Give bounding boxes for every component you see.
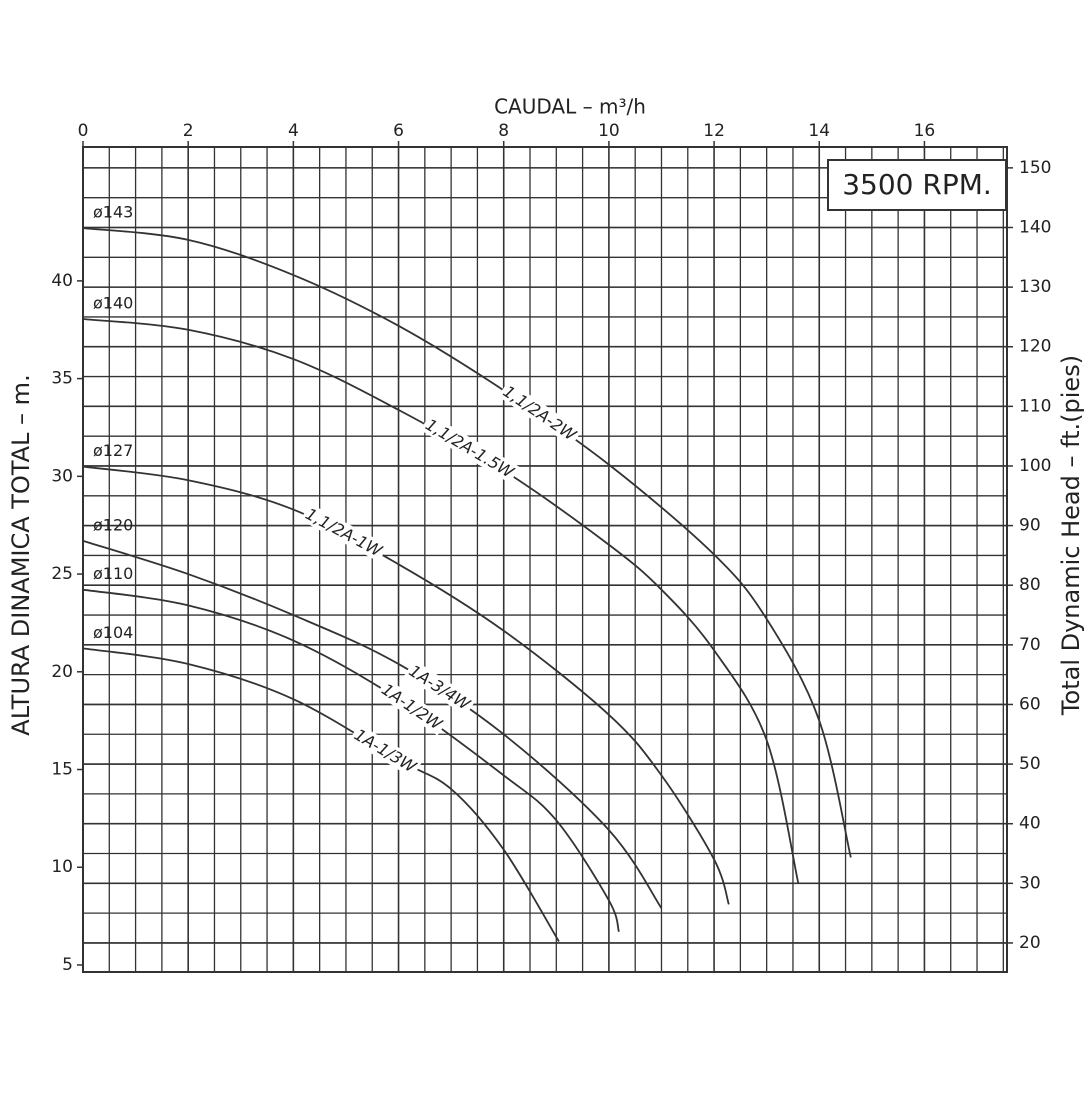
y2-tick-label: 70 [1019,635,1041,655]
y-tick-label: 25 [51,564,73,584]
y2-tick-label: 20 [1019,933,1041,953]
curve [82,539,663,909]
y-tick-label: 5 [62,955,73,975]
series-label-bg [497,380,583,447]
y2-tick-label: 80 [1019,575,1041,595]
x-axis-title: CAUDAL – m³/h [494,95,646,119]
series-label-group: 1,1/2A-1W [300,503,388,562]
plot-frame [82,146,1008,973]
impeller-label: ø104 [93,623,133,642]
impeller-label: ø143 [93,203,133,222]
impeller-label: ø127 [93,441,133,460]
y2-tick-label: 50 [1019,754,1041,774]
y2-tick-label: 40 [1019,814,1041,834]
y2-tick-label: 60 [1019,694,1041,714]
y2-tick-label: 100 [1019,456,1051,476]
series-label-bg [300,503,388,562]
y2-tick-label: 150 [1019,158,1051,178]
x-tick-label: 2 [183,121,194,141]
impeller-label: ø110 [93,564,133,583]
x-tick-label: 4 [288,121,299,141]
curve [82,227,852,858]
x-tick-label: 6 [393,121,404,141]
y2-tick-label: 90 [1019,516,1041,536]
x-tick-label: 0 [78,121,89,141]
series-label-bg [349,723,423,779]
y-tick-label: 35 [51,369,73,389]
series-label-bg [376,678,449,736]
y2-tick-label: 140 [1019,217,1051,237]
annotation: 3500 RPM. [842,168,992,201]
y-tick-label: 10 [51,857,73,877]
series-label: 1,1/2A-1W [302,504,386,561]
y-axis-title: ALTURA DINAMICA TOTAL – m. [7,374,35,735]
y-tick-label: 15 [51,760,73,780]
impeller-label: ø140 [93,293,133,312]
y2-tick-label: 110 [1019,396,1051,416]
series-label-bg [403,659,477,716]
y2-tick-label: 120 [1019,337,1051,357]
curve [82,318,800,884]
x-tick-label: 8 [498,121,509,141]
curve [82,465,730,905]
x-tick-label: 10 [598,121,620,141]
curve [82,647,560,942]
y-tick-label: 30 [51,466,73,486]
y2-tick-label: 30 [1019,873,1041,893]
series-label-group: 1A-1/3W [349,723,423,779]
x-tick-label: 14 [808,121,830,141]
series-label-group: 1,1/2A-1.5W [420,413,520,484]
series-label: 1A-1/3W [351,725,420,777]
x-tick-label: 12 [703,121,725,141]
y2-tick-label: 130 [1019,277,1051,297]
series-label-bg [420,413,520,484]
annotation-box [827,159,1007,211]
y-tick-label: 20 [51,662,73,682]
x-tick-label: 16 [914,121,936,141]
impeller-label: ø120 [93,515,133,534]
y2-axis-title: Total Dynamic Head – ft.(pies) [1057,355,1085,716]
y-tick-label: 40 [51,271,73,291]
